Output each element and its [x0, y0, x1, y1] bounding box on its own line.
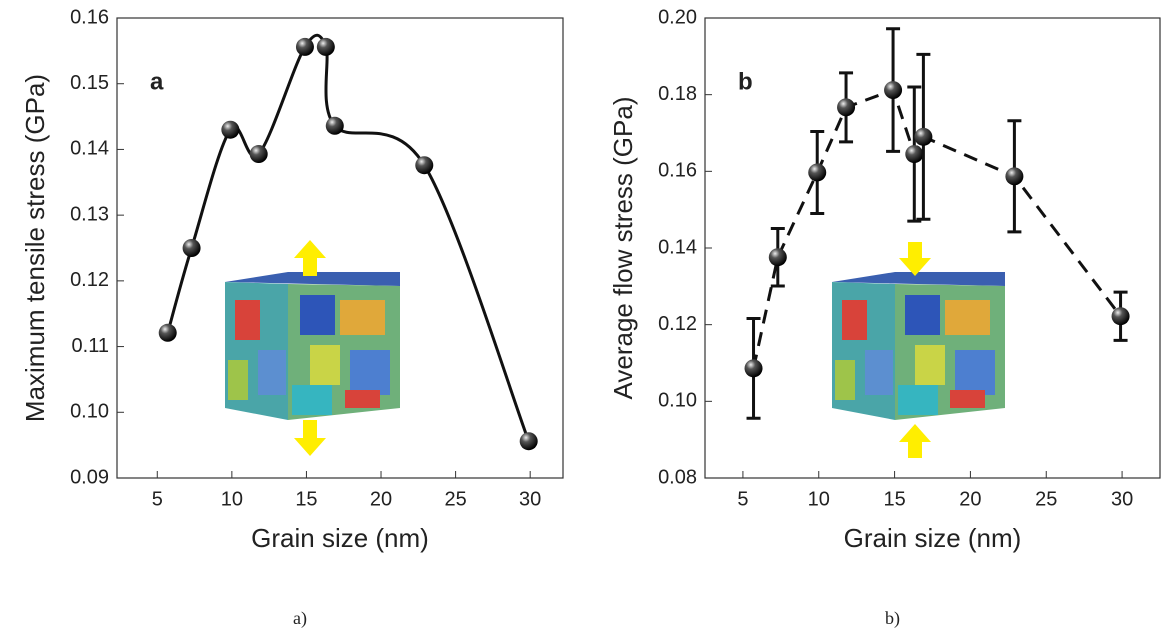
y-tick-label: 0.13	[70, 203, 109, 225]
y-tick-label: 0.10	[658, 390, 697, 412]
y-tick-label: 0.15	[70, 72, 109, 94]
panel-label: b	[738, 68, 753, 95]
y-tick-label: 0.14	[658, 236, 697, 258]
x-tick-label: 10	[808, 488, 830, 510]
x-tick-label: 30	[519, 488, 541, 510]
y-tick-label: 0.20	[658, 6, 697, 28]
inset-cube	[225, 240, 400, 456]
plot-frame	[116, 17, 564, 479]
y-tick-label: 0.12	[658, 313, 697, 335]
y-tick-label: 0.16	[70, 6, 109, 28]
data-point	[905, 145, 924, 164]
x-tick-label: 5	[737, 488, 748, 510]
data-point	[1005, 167, 1024, 186]
data-point	[744, 359, 763, 378]
y-axis-title: Maximum tensile stress (GPa)	[20, 74, 50, 422]
panel-label: a	[150, 68, 164, 95]
y-tick-label: 0.16	[658, 160, 697, 182]
data-point	[182, 239, 201, 257]
x-tick-label: 25	[444, 488, 466, 510]
x-tick-label: 25	[1035, 488, 1057, 510]
data-point	[249, 145, 268, 164]
data-point	[415, 156, 434, 175]
y-tick-label: 0.12	[70, 269, 109, 291]
data-point	[808, 163, 827, 182]
x-tick-label: 5	[152, 488, 163, 510]
x-tick-label: 30	[1111, 488, 1133, 510]
y-axis-title: Average flow stress (GPa)	[608, 97, 638, 400]
data-point	[221, 120, 240, 139]
y-tick-label: 0.14	[70, 138, 109, 160]
series-line	[166, 33, 531, 442]
data-point	[914, 127, 933, 146]
data-point	[768, 248, 787, 267]
y-tick-label: 0.09	[70, 466, 109, 488]
data-point	[519, 432, 538, 451]
x-axis-title: Grain size (nm)	[844, 523, 1022, 553]
data-point	[325, 116, 344, 135]
data-point	[158, 323, 177, 342]
caption: b)	[885, 608, 900, 629]
y-tick-label: 0.10	[70, 401, 109, 423]
x-tick-label: 20	[370, 488, 392, 510]
y-tick-label: 0.18	[658, 83, 697, 105]
x-axis-title: Grain size (nm)	[251, 523, 429, 553]
inset-cube	[832, 242, 1005, 458]
data-point	[316, 37, 335, 56]
y-tick-label: 0.08	[658, 466, 697, 488]
data-point	[884, 81, 903, 100]
data-point	[837, 98, 856, 117]
x-tick-label: 20	[959, 488, 981, 510]
data-point	[295, 37, 314, 56]
caption: a)	[293, 608, 307, 629]
data-point	[1111, 307, 1130, 326]
x-tick-label: 10	[221, 488, 243, 510]
x-tick-label: 15	[883, 488, 905, 510]
y-tick-label: 0.11	[72, 335, 109, 357]
x-tick-label: 15	[295, 488, 317, 510]
